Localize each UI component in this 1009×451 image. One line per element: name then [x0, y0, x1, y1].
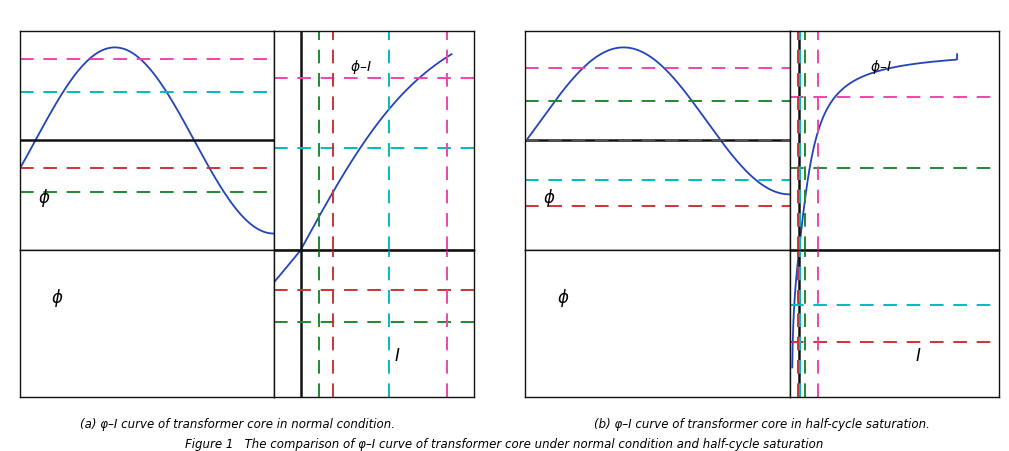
Text: $\phi$–$I$: $\phi$–$I$ [870, 58, 891, 76]
Text: $I$: $I$ [395, 346, 401, 364]
Text: $I$: $I$ [915, 346, 922, 364]
Text: $\phi$: $\phi$ [557, 286, 569, 308]
Text: $\phi$: $\phi$ [543, 187, 556, 208]
Text: (a) φ–I curve of transformer core in normal condition.: (a) φ–I curve of transformer core in nor… [80, 417, 395, 430]
Text: (b) φ–I curve of transformer core in half-cycle saturation.: (b) φ–I curve of transformer core in hal… [594, 417, 929, 430]
Text: $\phi$: $\phi$ [50, 286, 64, 308]
Text: Figure 1   The comparison of φ–I curve of transformer core under normal conditio: Figure 1 The comparison of φ–I curve of … [186, 437, 823, 451]
Text: $\phi$–$I$: $\phi$–$I$ [350, 58, 372, 76]
Text: $\phi$: $\phi$ [38, 187, 50, 208]
